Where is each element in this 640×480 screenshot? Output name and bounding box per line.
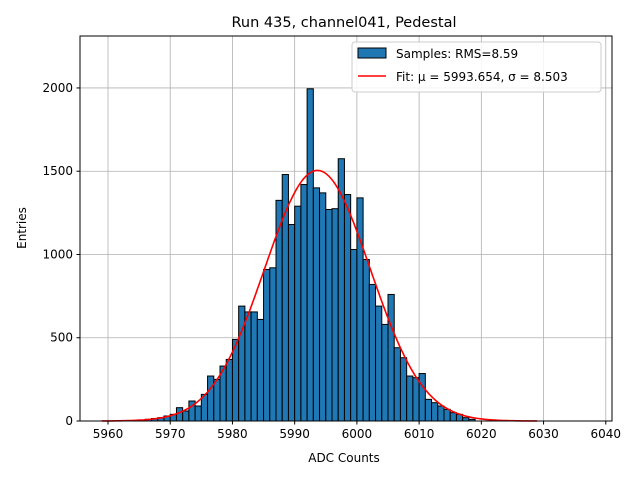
histogram-bar — [287, 224, 296, 422]
histogram-bar — [387, 293, 395, 422]
y-tick-label: 2000 — [42, 81, 73, 95]
plot-frame — [79, 35, 613, 422]
histogram-bar — [325, 209, 333, 422]
histogram-bar — [437, 405, 445, 422]
bars — [144, 88, 476, 422]
histogram-bar — [393, 347, 401, 422]
histogram-bar — [381, 323, 389, 422]
x-tick-label: 6040 — [591, 427, 622, 441]
histogram-bar — [263, 268, 271, 422]
histogram-bar — [300, 184, 308, 422]
x-tick-label: 6020 — [466, 427, 497, 441]
histogram-bar — [207, 375, 215, 422]
histogram-bar — [431, 402, 439, 422]
histogram-bar — [250, 311, 258, 422]
x-tick-label: 6000 — [342, 427, 373, 441]
histogram-bar — [368, 283, 377, 422]
histogram-bar — [362, 258, 370, 422]
histogram-bar — [213, 378, 221, 422]
y-tick-label: 0 — [65, 414, 73, 428]
legend: Samples: RMS=8.59 Fit: μ = 5993.654, σ =… — [351, 41, 602, 93]
x-axis-label: ADC Counts — [308, 451, 380, 465]
histogram-bar — [418, 373, 426, 422]
histogram-bar — [256, 318, 265, 422]
legend-swatch-samples — [357, 47, 387, 59]
histogram-bar — [175, 407, 184, 422]
ticks: 5960 5970 5980 5990 6000 6010 6020 6030 6040 0 500… — [42, 81, 621, 441]
legend-label-fit: Fit: μ = 5993.654, σ = 8.503 — [396, 70, 568, 84]
histogram-bar — [343, 194, 352, 422]
x-tick-label: 6010 — [404, 427, 435, 441]
x-tick-label: 5960 — [93, 427, 124, 441]
histogram-bar — [306, 88, 314, 422]
histogram-bar — [449, 412, 457, 422]
y-axis-label: Entries — [15, 207, 29, 249]
histogram-bar — [194, 405, 202, 422]
x-tick-label: 6030 — [528, 427, 559, 441]
histogram-bar — [294, 205, 302, 422]
histogram-bar — [375, 305, 383, 422]
histogram-bar — [406, 375, 414, 422]
histogram-bar — [399, 357, 408, 422]
histogram-bar — [244, 311, 252, 422]
fit-curve — [101, 169, 538, 422]
y-tick-label: 1500 — [42, 164, 73, 178]
histogram-bar — [412, 377, 420, 422]
y-tick-label: 500 — [50, 331, 73, 345]
histogram-bar — [331, 208, 339, 422]
histogram-bar — [424, 398, 433, 422]
histogram-bar — [356, 197, 364, 422]
histogram-bar — [182, 410, 190, 422]
chart-title: Run 435, channel041, Pedestal — [231, 15, 456, 31]
x-tick-label: 5990 — [279, 427, 310, 441]
histogram-bar — [443, 408, 451, 422]
histogram-bar — [225, 358, 233, 422]
x-tick-label: 5980 — [217, 427, 248, 441]
histogram-bar — [269, 267, 277, 422]
histogram-bar — [319, 192, 327, 422]
histogram-bar — [312, 187, 321, 422]
legend-label-samples: Samples: RMS=8.59 — [396, 47, 518, 61]
x-tick-label: 5970 — [155, 427, 186, 441]
histogram-bar — [350, 248, 358, 422]
y-tick-label: 1000 — [42, 247, 73, 261]
